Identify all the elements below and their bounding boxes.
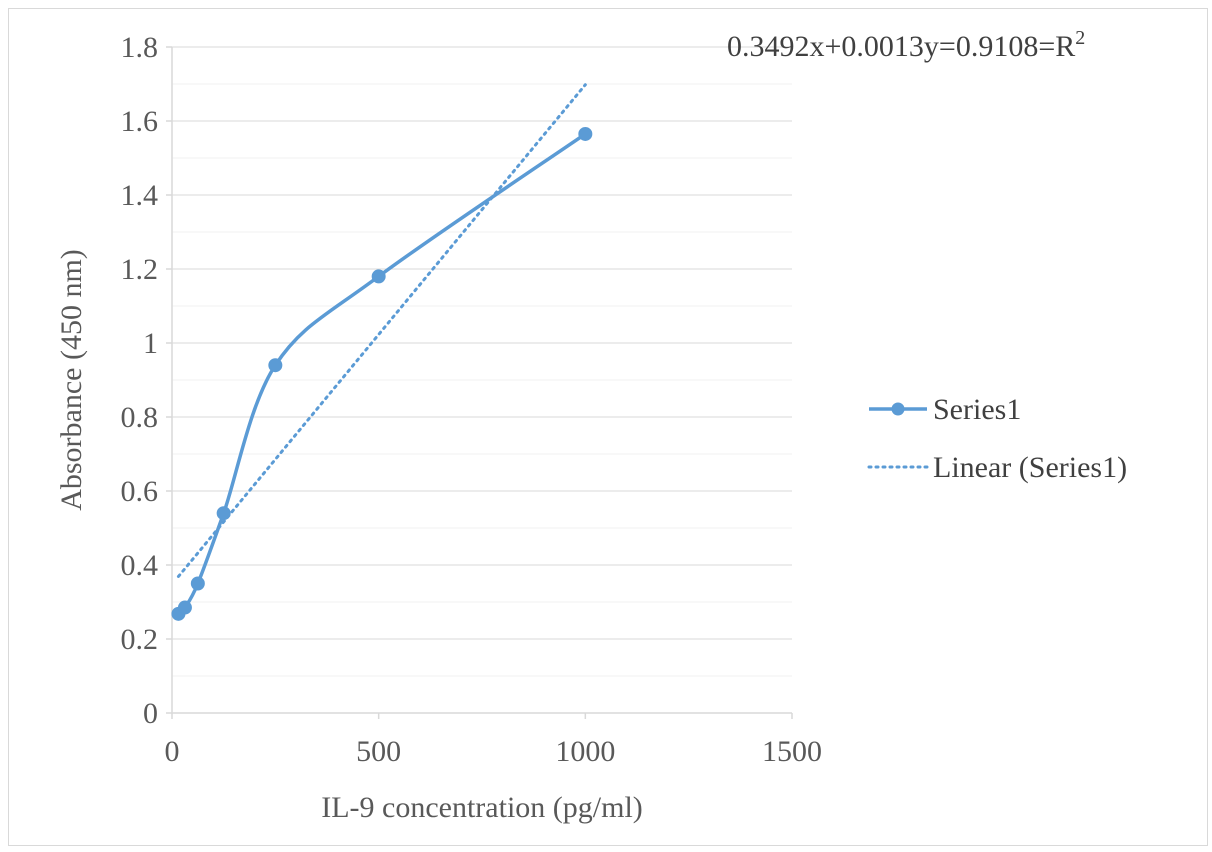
trendline bbox=[176, 83, 587, 578]
y-tick-label: 1.2 bbox=[121, 253, 159, 286]
legend-item-series1: Series1 bbox=[869, 393, 1021, 426]
y-tick-label: 1 bbox=[143, 327, 158, 360]
x-tick-label: 500 bbox=[356, 735, 401, 768]
x-tick-label: 0 bbox=[165, 735, 180, 768]
legend-linear-label: Linear (Series1) bbox=[933, 451, 1127, 484]
equation-superscript: 2 bbox=[1075, 27, 1085, 49]
y-tick-label: 0 bbox=[143, 697, 158, 730]
trendline-group bbox=[176, 83, 587, 578]
y-axis-title: Absorbance (450 nm) bbox=[55, 249, 88, 511]
y-tick-label: 0.4 bbox=[121, 549, 159, 582]
gridlines bbox=[172, 46, 792, 677]
series-group bbox=[171, 126, 593, 621]
equation-main: 0.3492x+0.0013y=0.9108=R bbox=[727, 30, 1075, 63]
x-tick-label: 1500 bbox=[762, 735, 822, 768]
series1-point bbox=[578, 126, 593, 141]
x-axis-title: IL-9 concentration (pg/ml) bbox=[321, 791, 643, 824]
x-axis-ticks: 0 500 1000 1500 bbox=[165, 713, 822, 768]
series1-line bbox=[177, 132, 587, 616]
y-tick-label: 1.6 bbox=[121, 105, 159, 138]
legend-series1-marker-icon bbox=[891, 402, 905, 416]
series1-point bbox=[190, 576, 205, 591]
legend: Series1 Linear (Series1) bbox=[867, 393, 1127, 484]
absorbance-chart: 00.20.40.60.811.21.41.61.8 0 500 1000 1500 … bbox=[55, 27, 1127, 824]
y-tick-label: 1.8 bbox=[121, 31, 159, 64]
legend-series1-label: Series1 bbox=[933, 393, 1021, 426]
legend-item-linear: Linear (Series1) bbox=[867, 451, 1127, 484]
series1-point bbox=[268, 358, 283, 373]
chart-frame: 0 0.2 0.4 0.6 0.8 1 1.2 1.4 1.6 1.8 0 500 1000 1500 … bbox=[8, 8, 1208, 846]
y-tick-label: 0.2 bbox=[121, 623, 159, 656]
y-tick-label: 1.4 bbox=[121, 179, 159, 212]
trendline-equation: 0.3492x+0.0013y=0.9108=R2 bbox=[727, 27, 1085, 63]
axes bbox=[171, 47, 792, 714]
x-tick-label: 1000 bbox=[555, 735, 615, 768]
y-tick-label: 0.8 bbox=[121, 401, 159, 434]
series1-point bbox=[371, 269, 386, 284]
series1-point bbox=[177, 600, 192, 615]
y-axis-ticks: 0 0.2 0.4 0.6 0.8 1 1.2 1.4 1.6 1.8 bbox=[121, 31, 172, 730]
series1-point bbox=[216, 506, 231, 521]
y-tick-label: 0.6 bbox=[121, 475, 159, 508]
